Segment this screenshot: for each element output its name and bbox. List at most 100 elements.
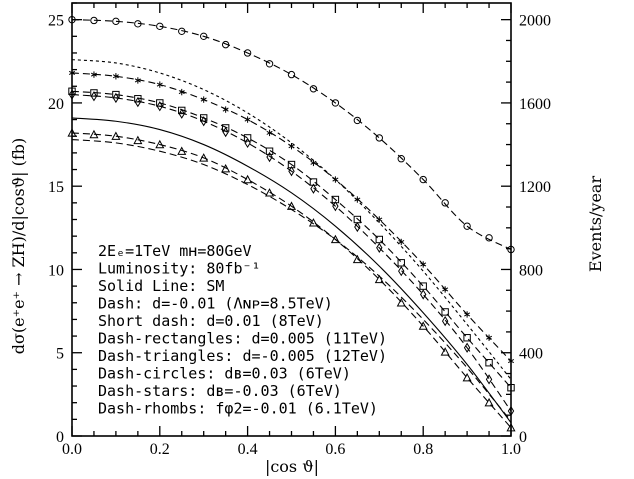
data-point-rhomb bbox=[463, 342, 471, 353]
data-point-circle bbox=[419, 175, 427, 184]
data-point-star bbox=[310, 159, 317, 167]
data-point-rectangle bbox=[463, 334, 471, 342]
data-point-star bbox=[288, 143, 295, 150]
markers-group bbox=[67, 15, 516, 432]
legend-entry: Solid Line: SM bbox=[98, 277, 224, 295]
data-point-circle bbox=[243, 49, 252, 57]
data-point-triangle bbox=[330, 234, 340, 244]
data-point-star bbox=[200, 96, 207, 103]
y-tick-label: 25 bbox=[48, 13, 64, 30]
data-point-star bbox=[134, 77, 141, 84]
y2-axis-title: Events/year bbox=[586, 176, 605, 273]
data-point-circle bbox=[134, 20, 142, 28]
data-point-triangle bbox=[265, 188, 275, 197]
data-point-star bbox=[376, 216, 383, 223]
data-point-rhomb bbox=[244, 137, 251, 149]
data-point-circle bbox=[397, 155, 405, 163]
data-point-circle bbox=[178, 27, 186, 36]
data-point-rhomb bbox=[134, 96, 142, 108]
data-point-circle bbox=[112, 17, 120, 26]
y2-tick-label: 800 bbox=[519, 262, 543, 279]
legend-entry: Dash-rectangles: d=0.005 (11TeV) bbox=[98, 330, 387, 348]
series-line-dash-circle bbox=[71, 19, 512, 250]
data-point-rhomb bbox=[222, 126, 229, 138]
ticks-group: 0.0 0.2 0.4 0.6 0.8 1.00510152025040080012001… bbox=[48, 2, 551, 458]
data-point-circle bbox=[90, 16, 98, 25]
data-point-rectangle bbox=[243, 134, 252, 142]
data-point-triangle bbox=[352, 254, 362, 264]
data-point-triangle bbox=[155, 139, 165, 149]
data-point-triangle bbox=[418, 321, 428, 330]
y-tick-label: 20 bbox=[48, 96, 64, 113]
data-point-rhomb bbox=[398, 265, 405, 277]
x-tick-label: 0.6 bbox=[325, 441, 345, 458]
data-point-star bbox=[90, 71, 97, 78]
data-point-rhomb bbox=[266, 151, 273, 163]
data-point-star bbox=[112, 73, 119, 80]
data-point-circle bbox=[441, 199, 449, 207]
data-point-star bbox=[464, 311, 471, 318]
legend-entry: Dash: d=-0.01 (Λɴᴘ=8.5TeV) bbox=[98, 295, 333, 313]
legend-entry: Dash-stars: dʙ=-0.03 (6TeV) bbox=[98, 382, 342, 400]
data-point-circle bbox=[221, 40, 230, 49]
data-point-circle bbox=[156, 22, 164, 31]
data-point-rhomb bbox=[200, 116, 207, 127]
data-point-star bbox=[244, 116, 251, 123]
y2-tick-label: 400 bbox=[519, 346, 543, 363]
data-point-rhomb bbox=[376, 242, 383, 253]
data-point-star bbox=[266, 129, 273, 137]
series-line-dash-triangle bbox=[71, 132, 512, 429]
data-point-rectangle bbox=[265, 147, 274, 155]
legend-entry: Short dash: d=0.01 (8TeV) bbox=[98, 312, 324, 330]
data-point-rectangle bbox=[178, 106, 186, 115]
data-point-circle bbox=[265, 60, 274, 68]
data-point-star bbox=[156, 81, 163, 88]
legend-entry: Dash-rhombs: fφ2=-0.01 (6.1TeV) bbox=[98, 400, 378, 418]
data-point-circle bbox=[331, 99, 340, 107]
data-point-star bbox=[178, 88, 185, 96]
data-point-rectangle bbox=[200, 114, 208, 122]
data-point-rhomb bbox=[441, 315, 449, 327]
legend-entry: Dash-circles: dʙ=0.03 (6TeV) bbox=[98, 365, 351, 383]
y2-tick-label: 1600 bbox=[519, 96, 551, 113]
data-point-star bbox=[332, 176, 339, 183]
data-point-rhomb bbox=[178, 108, 185, 119]
series-line-solid bbox=[71, 117, 512, 424]
data-point-rhomb bbox=[420, 289, 427, 300]
data-point-star bbox=[354, 196, 361, 203]
x-tick-label: 1.0 bbox=[501, 441, 521, 458]
data-point-circle bbox=[200, 32, 208, 41]
data-point-rhomb bbox=[332, 201, 339, 212]
data-point-triangle bbox=[396, 298, 406, 307]
data-point-triangle bbox=[374, 274, 384, 284]
data-point-triangle bbox=[177, 146, 187, 155]
y2-tick-label: 2000 bbox=[519, 13, 551, 30]
data-point-circle bbox=[287, 70, 296, 79]
data-point-rhomb bbox=[354, 221, 361, 233]
x-tick-label: 0.2 bbox=[150, 441, 170, 458]
data-point-triangle bbox=[199, 153, 209, 162]
x-tick-label: 0.8 bbox=[413, 441, 433, 458]
data-point-rectangle bbox=[134, 95, 142, 103]
data-point-triangle bbox=[286, 201, 297, 210]
series-line-dash-rhomb bbox=[71, 94, 512, 412]
y2-tick-label: 0 bbox=[519, 429, 527, 446]
data-point-rectangle bbox=[485, 359, 493, 367]
data-point-star bbox=[420, 261, 427, 268]
data-point-circle bbox=[309, 85, 318, 93]
data-point-triangle bbox=[243, 174, 253, 184]
data-point-rhomb bbox=[90, 91, 98, 102]
data-point-rhomb bbox=[310, 183, 317, 194]
data-point-circle bbox=[353, 116, 362, 125]
data-point-circle bbox=[375, 134, 383, 142]
y-tick-label: 15 bbox=[48, 179, 64, 196]
y-axis-title: dσ(e⁺e⁺ → ZH)/d|cosϑ| (fb) bbox=[9, 138, 28, 355]
data-point-triangle bbox=[111, 131, 121, 140]
y-tick-label: 10 bbox=[48, 262, 64, 279]
data-point-star bbox=[222, 106, 229, 113]
data-point-rhomb bbox=[156, 101, 163, 112]
data-point-circle bbox=[485, 234, 493, 242]
series-line-dash-rectangle bbox=[71, 90, 512, 389]
x-tick-label: 0.0 bbox=[62, 441, 82, 458]
